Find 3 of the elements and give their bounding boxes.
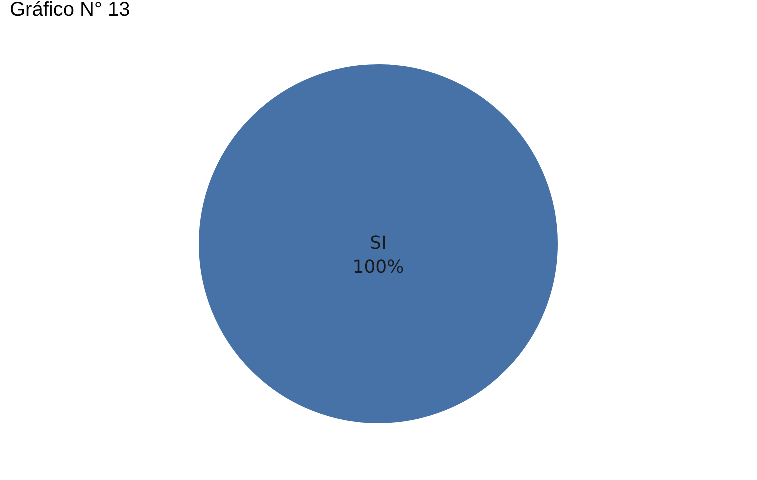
chart-title: Gráfico N° 13 [10, 0, 130, 21]
slice-label: SI [370, 233, 387, 254]
data-label: 100% [352, 257, 404, 278]
